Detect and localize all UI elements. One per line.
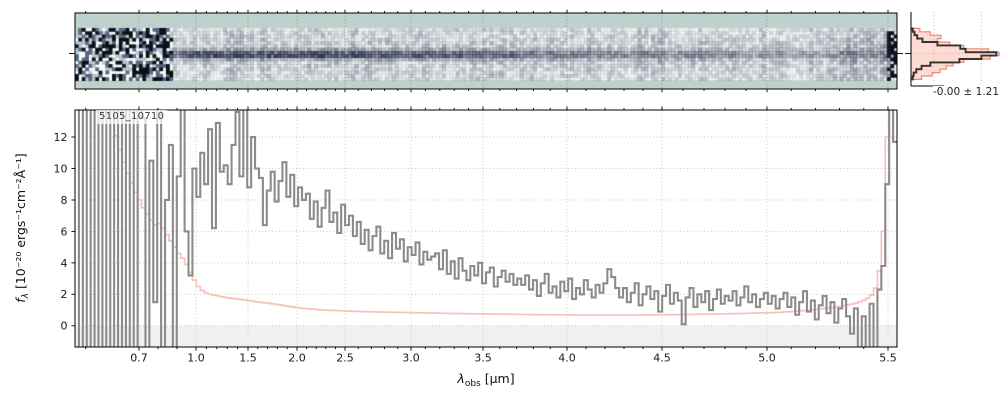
x-tick-label: 4.5: [653, 352, 671, 365]
2d-spectrum-image: [75, 13, 897, 89]
y-axis-subscript: λ: [21, 293, 31, 299]
flux-step-line: [77, 110, 897, 347]
y-axis-label: fλ [10⁻²⁰ ergs⁻¹cm⁻²Å⁻¹]: [13, 117, 31, 339]
x-tick-label: 3.5: [474, 352, 492, 365]
y-tick-label: 0: [61, 320, 68, 333]
y-tick-label: 12: [54, 131, 68, 144]
x-tick-label: 1.0: [187, 352, 205, 365]
x-tick-label: 3.0: [402, 352, 420, 365]
ticks: [71, 106, 889, 351]
x-tick-label: 5.5: [879, 352, 897, 365]
2d-axes-frame: [74, 12, 898, 90]
main-axes-frame: [74, 109, 898, 348]
grid-profile: [911, 12, 999, 86]
profile-stat-label: -0.00 ± 1.21: [933, 86, 1000, 98]
x-tick-label: 0.7: [130, 352, 148, 365]
y-tick-label: 6: [61, 225, 68, 238]
x-tick-label: 2.5: [336, 352, 354, 365]
x-tick-label: 2.0: [288, 352, 306, 365]
ticks-2d: [69, 9, 903, 93]
2d-spectrum-axes: [69, 9, 903, 93]
profile-model-band: [911, 27, 1000, 80]
y-tick-label: 10: [54, 162, 68, 175]
grid: [75, 110, 897, 347]
x-tick-label: 5.0: [758, 352, 776, 365]
x-axis-subscript: obs: [464, 379, 481, 389]
source-id-label: 5105_10710: [96, 110, 168, 124]
x-tick-label: 1.5: [239, 352, 257, 365]
y-axis-symbol: f: [13, 298, 28, 303]
grid-2d: [138, 13, 889, 89]
profile-step-line: [911, 27, 998, 81]
y-tick-label: 2: [61, 288, 68, 301]
below-zero-band: [75, 325, 897, 347]
y-tick-label: 8: [61, 194, 68, 207]
y-tick-label: 4: [61, 257, 68, 270]
spectrum-axes: 0.7 1.0 1.5 2.0 2.5 3.0 3.5 4.0 4.5 5.0 5.5 0 2 4 6 8 10…: [54, 106, 898, 365]
uncertainty-step-line: [109, 110, 891, 316]
profile-axes: [905, 12, 1000, 87]
x-axis-unit: [μm]: [480, 371, 515, 386]
y-axis-unit: [10⁻²⁰ ergs⁻¹cm⁻²Å⁻¹]: [13, 153, 28, 293]
x-axis-label: λobs [μm]: [406, 371, 566, 389]
x-tick-label: 4.0: [558, 352, 576, 365]
x-axis-symbol: λ: [457, 371, 465, 386]
